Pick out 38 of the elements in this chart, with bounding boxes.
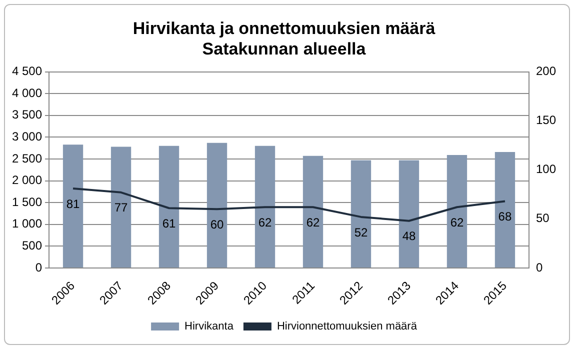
bar — [350, 160, 372, 268]
bar — [110, 146, 132, 268]
data-label: 62 — [450, 215, 464, 230]
bar — [62, 144, 84, 268]
data-label: 81 — [66, 196, 80, 211]
chart-title: Hirvikanta ja onnettomuuksien määrä Satakunnan alueella — [132, 18, 436, 58]
y-tick-label: 1 500 — [12, 194, 42, 209]
y-tick-label: 2 000 — [12, 173, 42, 188]
bar — [302, 156, 324, 268]
data-label: 48 — [402, 229, 416, 244]
legend-label: Hirvionnettomuuksien määrä — [276, 320, 418, 333]
bar — [446, 155, 468, 268]
y2-tick-label: 100 — [536, 162, 556, 176]
bar — [254, 146, 276, 268]
legend-label: Hirvikanta — [184, 320, 234, 333]
bar — [158, 146, 180, 268]
bar — [206, 142, 228, 268]
y-tick-label: 4 500 — [12, 64, 42, 78]
y2-tick-label: 150 — [536, 113, 556, 128]
y-tick-label: 3 500 — [12, 108, 42, 122]
y-tick-label: 4 000 — [12, 86, 42, 100]
y-tick-label: 500 — [22, 238, 42, 252]
data-label: 62 — [258, 215, 272, 230]
y2-tick-label: 200 — [536, 64, 556, 78]
y-tick-label: 3 000 — [12, 129, 42, 144]
data-label: 62 — [306, 215, 320, 230]
y2-tick-label: 50 — [536, 211, 550, 226]
y-tick-label: 0 — [35, 260, 42, 274]
data-label: 52 — [354, 225, 368, 240]
y-tick-label: 2 500 — [12, 151, 42, 166]
bar — [494, 152, 516, 268]
data-label: 77 — [114, 200, 128, 215]
y2-tick-label: 0 — [536, 260, 543, 274]
data-label: 61 — [162, 216, 176, 230]
bar — [398, 160, 420, 268]
data-label: 68 — [498, 210, 512, 224]
y-tick-label: 1 000 — [12, 216, 42, 231]
data-label: 60 — [210, 217, 224, 232]
